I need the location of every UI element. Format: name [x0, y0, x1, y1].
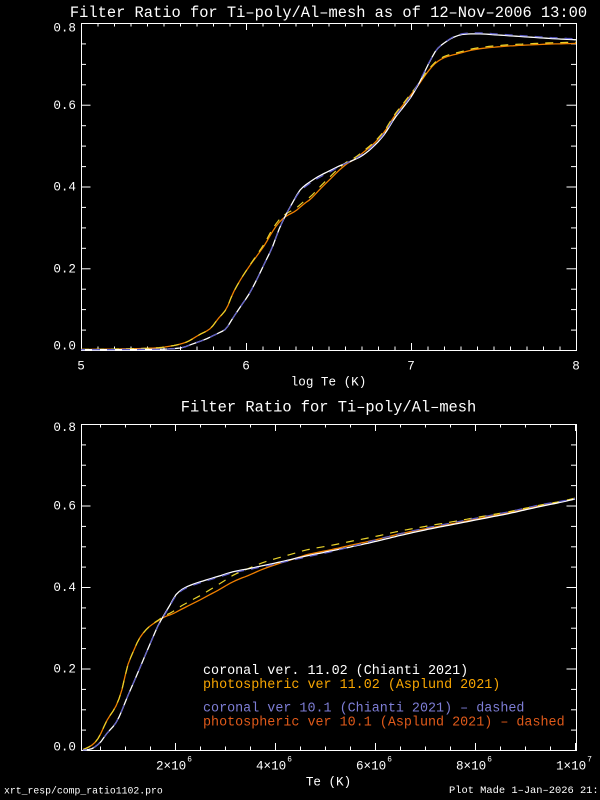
- svg-text:6: 6: [287, 757, 292, 765]
- svg-text:8: 8: [572, 360, 580, 374]
- svg-text:2×10: 2×10: [156, 760, 186, 774]
- svg-text:6: 6: [242, 360, 250, 374]
- svg-text:0.4: 0.4: [53, 181, 76, 195]
- svg-text:0.8: 0.8: [53, 421, 76, 435]
- svg-text:coronal ver. 11.02 (Chianti 20: coronal ver. 11.02 (Chianti 2021): [203, 664, 468, 679]
- svg-text:6: 6: [187, 757, 192, 765]
- svg-text:4×10: 4×10: [256, 760, 286, 774]
- svg-text:6: 6: [387, 757, 392, 765]
- svg-text:log Te (K): log Te (K): [291, 376, 367, 390]
- svg-text:8×10: 8×10: [456, 760, 486, 774]
- svg-text:6: 6: [487, 757, 492, 765]
- svg-text:1×10: 1×10: [556, 760, 586, 774]
- svg-text:Filter Ratio for Ti–poly/Al–me: Filter Ratio for Ti–poly/Al–mesh as of 1…: [70, 4, 587, 22]
- svg-text:0.2: 0.2: [53, 663, 76, 677]
- svg-text:0.8: 0.8: [53, 21, 76, 35]
- svg-text:7: 7: [587, 757, 592, 765]
- svg-text:0.4: 0.4: [53, 581, 76, 595]
- svg-text:7: 7: [407, 360, 415, 374]
- svg-text:Te (K): Te (K): [306, 776, 351, 790]
- svg-text:photospheric ver 10.1 (Asplund: photospheric ver 10.1 (Asplund 2021) – d…: [203, 716, 565, 731]
- svg-text:0.0: 0.0: [53, 340, 76, 354]
- svg-text:photospheric ver 11.02 (Asplun: photospheric ver 11.02 (Asplund 2021): [203, 678, 500, 693]
- svg-text:Filter Ratio for Ti–poly/Al–me: Filter Ratio for Ti–poly/Al–mesh: [181, 399, 477, 417]
- svg-text:0.6: 0.6: [53, 500, 76, 514]
- svg-text:5: 5: [77, 360, 85, 374]
- svg-text:xrt_resp/comp_ratio1102.pro: xrt_resp/comp_ratio1102.pro: [4, 786, 163, 797]
- svg-text:Plot Made 1–Jan–2026 21:: Plot Made 1–Jan–2026 21:: [449, 785, 599, 797]
- svg-text:0.0: 0.0: [53, 741, 76, 755]
- svg-text:0.2: 0.2: [53, 263, 76, 277]
- svg-text:0.6: 0.6: [53, 99, 76, 113]
- svg-text:coronal ver 10.1 (Chianti 2021: coronal ver 10.1 (Chianti 2021) – dashed: [203, 702, 524, 717]
- svg-text:6×10: 6×10: [356, 760, 386, 774]
